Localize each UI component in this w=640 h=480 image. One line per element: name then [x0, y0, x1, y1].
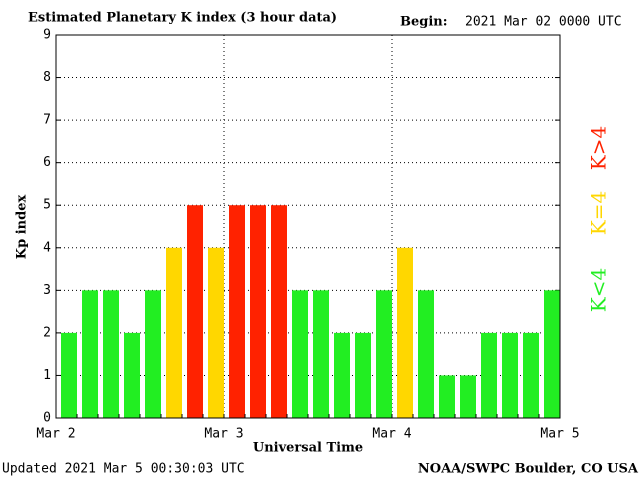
bar — [418, 290, 434, 418]
bar — [208, 247, 224, 418]
bar — [460, 375, 476, 418]
bar — [355, 332, 371, 418]
bar — [334, 332, 350, 418]
begin-date: 2021 Mar 02 0000 UTC — [465, 15, 622, 30]
x-axis-label: Universal Time — [253, 441, 363, 456]
bar — [271, 205, 287, 418]
plot-frame — [55, 34, 561, 419]
bar — [145, 290, 161, 418]
y-tick-label: 9 — [43, 28, 51, 43]
begin-label: Begin: — [400, 15, 448, 30]
legend-label: K>4 — [587, 126, 611, 170]
bar — [103, 290, 119, 418]
y-tick-label: 5 — [43, 198, 51, 213]
bar — [124, 332, 140, 418]
y-tick-label: 8 — [43, 70, 51, 85]
bar — [61, 332, 77, 418]
x-tick-label: Mar 2 — [36, 427, 75, 442]
credit: NOAA/SWPC Boulder, CO USA — [418, 462, 639, 477]
y-tick-label: 3 — [43, 283, 51, 298]
y-tick-label: 2 — [43, 325, 51, 340]
bar — [166, 247, 182, 418]
legend-label: K<4 — [587, 268, 611, 312]
y-tick-label: 6 — [43, 155, 51, 170]
bar — [187, 205, 203, 418]
bar — [502, 332, 518, 418]
x-tick-label: Mar 3 — [204, 427, 243, 442]
legend-label: K=4 — [587, 191, 611, 235]
bar — [82, 290, 98, 418]
bar — [523, 332, 539, 418]
bar — [229, 205, 245, 418]
x-tick-label: Mar 5 — [540, 427, 579, 442]
bar — [544, 290, 560, 418]
bar — [481, 332, 497, 418]
bar — [397, 247, 413, 418]
y-tick-label: 4 — [43, 240, 51, 255]
y-tick-label: 1 — [43, 368, 51, 383]
bar — [376, 290, 392, 418]
chart-title: Estimated Planetary K index (3 hour data… — [28, 11, 337, 26]
bar — [292, 290, 308, 418]
y-axis-label: Kp index — [15, 195, 30, 260]
updated: Updated 2021 Mar 5 00:30:03 UTC — [2, 462, 245, 477]
y-tick-label: 7 — [43, 113, 51, 128]
y-tick-label: 0 — [43, 411, 51, 426]
bar — [439, 375, 455, 418]
bar — [313, 290, 329, 418]
bar — [250, 205, 266, 418]
x-tick-label: Mar 4 — [372, 427, 411, 442]
